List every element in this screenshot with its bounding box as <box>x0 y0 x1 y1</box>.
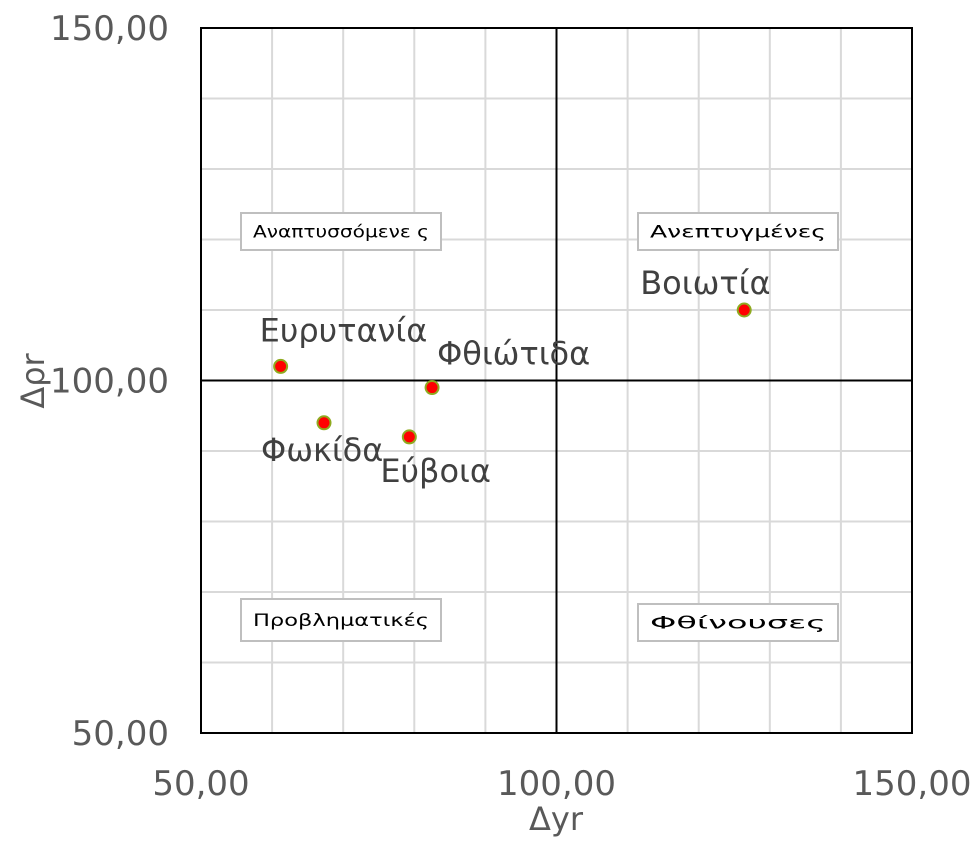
quadrant-label-boxes: Αναπτυσσόμενε ς Ανεπτυγμένες Προβληματικές… <box>240 212 839 642</box>
data-point-label: Βοιωτία <box>640 264 770 302</box>
quadrant-box-bottom-left <box>240 598 442 642</box>
data-point <box>401 429 417 445</box>
data-point-label: Εύβοια <box>380 452 491 490</box>
y-axis-title: Δρr <box>14 352 52 408</box>
quadrant-label-top-right: Ανεπτυγμένες <box>650 223 826 243</box>
data-point <box>273 358 289 374</box>
data-point-label: Φωκίδα <box>261 431 383 469</box>
data-point <box>424 380 440 396</box>
data-point-label: Φθιώτιδα <box>437 335 590 373</box>
y-tick-label: 100,00 <box>50 362 169 402</box>
quadrant-label-bottom-right: Φθίνουσες <box>650 614 826 634</box>
quadrant-box-top-left <box>240 212 442 251</box>
quadrant-label-top-left: Αναπτυσσόμενε ς <box>253 223 429 243</box>
tick-labels: 50,00 100,00 150,00 50,00 100,00 150,00 <box>50 9 971 804</box>
quadrant-box-top-right <box>637 212 839 251</box>
quadrant-label-bottom-left: Προβληματικές <box>253 611 429 631</box>
x-tick-label: 150,00 <box>853 764 972 804</box>
data-point <box>736 302 752 318</box>
y-tick-label: 50,00 <box>72 714 169 754</box>
data-point <box>316 415 332 431</box>
x-tick-label: 100,00 <box>497 764 616 804</box>
quadrant-box-bottom-right <box>637 603 839 642</box>
data-point-label: Ευρυτανία <box>260 311 428 349</box>
x-axis-title: Δyr <box>529 800 584 838</box>
x-tick-label: 50,00 <box>152 764 249 804</box>
y-tick-label: 150,00 <box>50 9 169 49</box>
